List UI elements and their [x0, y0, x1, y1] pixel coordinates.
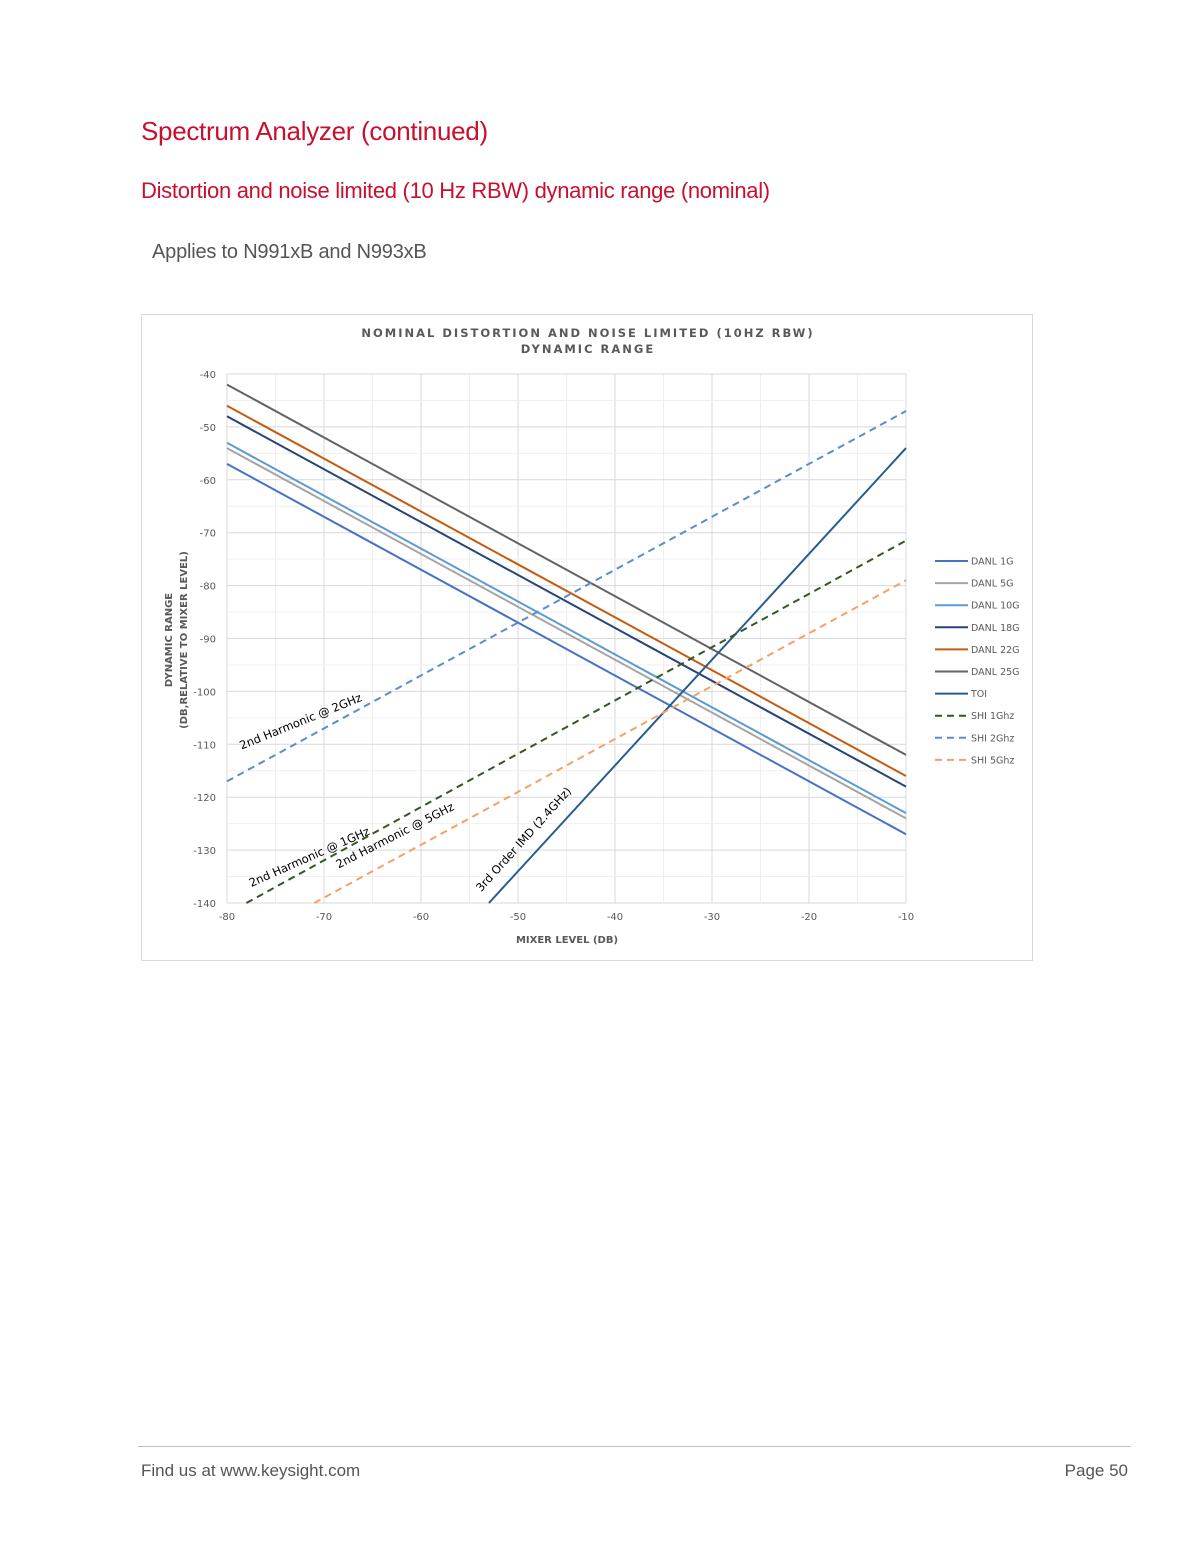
- legend-label: DANL 25G: [971, 667, 1020, 678]
- legend-label: SHI 5Ghz: [971, 755, 1014, 766]
- series-annotation: 3rd Order IMD (2.4GHz): [473, 784, 574, 894]
- series-line-danl-25g: [226, 383, 907, 756]
- y-tick-label: -60: [200, 476, 216, 487]
- legend-label: TOI: [970, 689, 987, 700]
- y-tick-label: -130: [193, 846, 216, 857]
- series-line-danl-10g: [226, 441, 907, 814]
- series-line-danl-22g: [226, 404, 907, 777]
- legend-label: DANL 22G: [971, 645, 1020, 656]
- chart-title-line-2: DYNAMIC RANGE: [521, 342, 655, 356]
- dynamic-range-chart: 2nd Harmonic @ 2GHz 2nd Harmonic @ 1GHz 2n…: [141, 314, 1033, 961]
- legend-label: SHI 1Ghz: [971, 711, 1014, 722]
- y-tick-label: -50: [200, 423, 216, 434]
- legend-label: DANL 5G: [971, 579, 1013, 590]
- series-line-toi: [488, 447, 907, 904]
- series-line-danl-18g: [226, 415, 907, 788]
- y-tick-label: -80: [200, 582, 216, 593]
- chart-grid: [226, 373, 907, 904]
- chart-ticks: -80 -70 -60 -50 -40 -30 -20 -10-40-50-60-70-80-…: [193, 370, 914, 923]
- section-subtitle: Distortion and noise limited (10 Hz RBW)…: [141, 178, 770, 203]
- applies-to-text: Applies to N991xB and N993xB: [152, 241, 427, 263]
- chart-series: [226, 383, 907, 904]
- y-tick-label: -100: [193, 687, 216, 698]
- x-tick-label: -80: [219, 912, 235, 923]
- series-line-shi-2ghz: [226, 410, 907, 783]
- footer-divider: [138, 1446, 1131, 1447]
- y-tick-label: -90: [200, 635, 216, 646]
- y-axis-label-line-2: (DB,RELATIVE TO MIXER LEVEL): [179, 551, 190, 729]
- x-axis-label: MIXER LEVEL (DB): [516, 935, 618, 946]
- y-tick-label: -140: [193, 899, 216, 910]
- chart-legend: DANL 1G DANL 5G DANL 10G DANL 18G DANL 22G DA…: [935, 557, 1020, 766]
- x-tick-label: -70: [316, 912, 332, 923]
- series-line-shi-5ghz: [313, 579, 907, 904]
- legend-label: DANL 10G: [971, 601, 1020, 612]
- page-title: Spectrum Analyzer (continued): [141, 116, 488, 146]
- x-tick-label: -50: [510, 912, 526, 923]
- legend-label: DANL 18G: [971, 623, 1020, 634]
- series-line-danl-1g: [226, 463, 907, 836]
- legend-label: SHI 2Ghz: [971, 733, 1014, 744]
- y-tick-label: -110: [193, 740, 216, 751]
- y-tick-label: -40: [200, 370, 216, 381]
- y-axis-label-line-1: DYNAMIC RANGE: [164, 593, 175, 687]
- y-tick-label: -120: [193, 793, 216, 804]
- footer-website: Find us at www.keysight.com: [141, 1461, 361, 1480]
- x-tick-label: -30: [704, 912, 720, 923]
- x-tick-label: -40: [607, 912, 623, 923]
- x-tick-label: -10: [898, 912, 914, 923]
- series-line-danl-5g: [226, 447, 907, 820]
- footer-page-number: Page 50: [1064, 1461, 1128, 1480]
- series-annotation: 2nd Harmonic @ 2GHz: [237, 690, 363, 752]
- x-tick-label: -60: [413, 912, 429, 923]
- y-tick-label: -70: [200, 529, 216, 540]
- chart-title-line-1: NOMINAL DISTORTION AND NOISE LIMITED (10…: [361, 326, 814, 340]
- x-tick-label: -20: [801, 912, 817, 923]
- series-line-shi-1ghz: [245, 539, 907, 904]
- legend-label: DANL 1G: [971, 557, 1013, 568]
